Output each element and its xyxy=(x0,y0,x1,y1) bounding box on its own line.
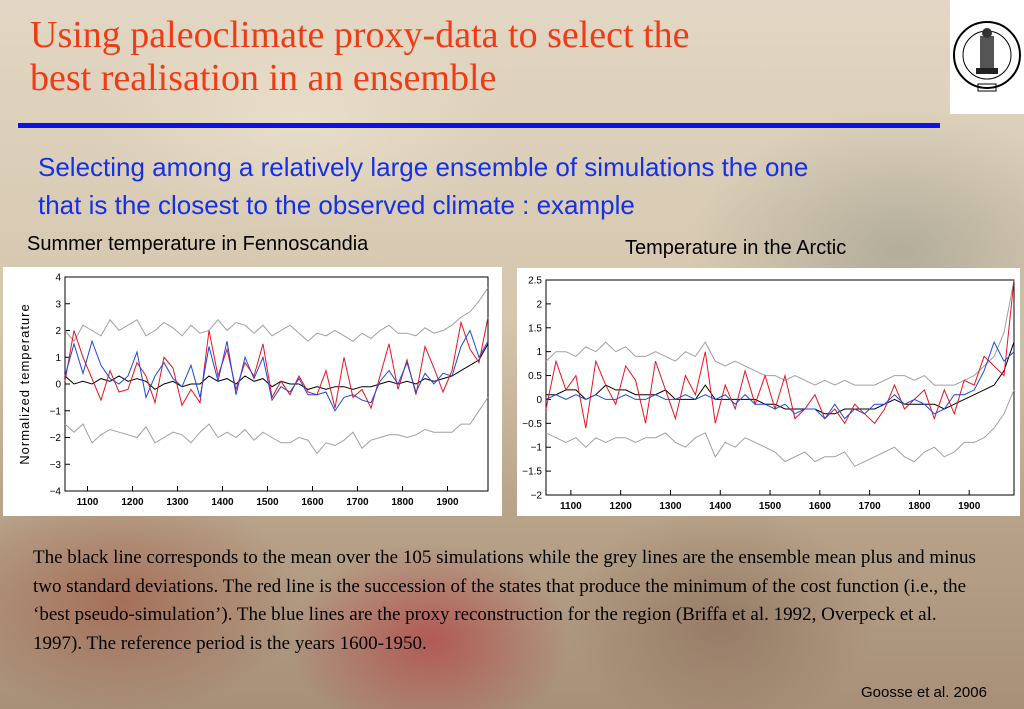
x-tick-label: 1700 xyxy=(858,501,881,512)
x-tick-label: 1600 xyxy=(301,497,324,508)
x-tick-label: 1400 xyxy=(211,497,234,508)
series-line-4 xyxy=(545,340,1015,420)
y-tick-label: −3 xyxy=(50,460,62,471)
x-tick-label: 1100 xyxy=(77,497,99,508)
university-seal-logo xyxy=(950,0,1024,114)
y-tick-label: −2 xyxy=(50,433,62,444)
x-tick-label: 1800 xyxy=(391,497,414,508)
y-tick-label: −1 xyxy=(531,443,543,454)
series-line-3 xyxy=(64,317,489,410)
series-line-0 xyxy=(64,343,489,391)
y-tick-label: −1 xyxy=(50,406,62,417)
chart-title-fennoscandia: Summer temperature in Fennoscandia xyxy=(27,233,369,255)
title-line-1: Using paleoclimate proxy-data to select … xyxy=(30,14,690,56)
y-tick-label: 0 xyxy=(55,380,61,391)
chart-arctic: −2 −1.5 −1 −0.5 0 0.5 1 1.5 2 2.5 1100 1200 1300 1400… xyxy=(522,276,1015,512)
y-tick-label: −0.5 xyxy=(522,419,542,430)
y-tick-label: −1.5 xyxy=(522,467,542,478)
series-line-4 xyxy=(64,329,489,412)
y-tick-label: −4 xyxy=(50,487,62,498)
x-tick-label: 1500 xyxy=(256,497,279,508)
y-tick-label: 0.5 xyxy=(528,371,542,382)
y-tick-label: −2 xyxy=(531,491,543,502)
x-tick-label: 1500 xyxy=(759,501,782,512)
subtitle-line-1: Selecting among a relatively large ensem… xyxy=(38,152,809,182)
x-tick-label: 1900 xyxy=(436,497,459,508)
y-tick-label: 4 xyxy=(55,273,61,284)
y-tick-label: 1.5 xyxy=(528,323,542,334)
y-tick-label: 1 xyxy=(536,347,542,358)
citation: Goosse et al. 2006 xyxy=(861,684,987,701)
x-tick-label: 1700 xyxy=(346,497,369,508)
y-tick-label: 0 xyxy=(536,395,542,406)
figure-caption: The black line corresponds to the mean o… xyxy=(33,547,976,654)
chart-fennoscandia: −4 −3 −2 −1 0 1 2 3 4 1100 1200 1300 1400 1500 1600 170… xyxy=(17,273,489,508)
x-tick-label: 1900 xyxy=(958,501,981,512)
y-tick-label: 3 xyxy=(55,299,61,310)
y-axis-label: Normalized temperature xyxy=(17,303,32,464)
y-tick-label: 2 xyxy=(55,326,61,337)
x-tick-label: 1800 xyxy=(908,501,931,512)
seal-icon xyxy=(953,21,1021,92)
series-line-1 xyxy=(545,279,1015,386)
x-tick-label: 1100 xyxy=(560,501,582,512)
x-tick-label: 1300 xyxy=(659,501,682,512)
title-divider xyxy=(18,123,940,128)
chart-panel-arctic: −2 −1.5 −1 −0.5 0 0.5 1 1.5 2 2.5 1100 1200 1300 1400… xyxy=(517,268,1020,516)
slide-title: Using paleoclimate proxy-data to select … xyxy=(30,14,910,100)
x-tick-label: 1400 xyxy=(709,501,732,512)
series-line-3 xyxy=(545,279,1015,429)
y-tick-label: 2 xyxy=(536,299,542,310)
y-tick-label: 1 xyxy=(55,353,61,364)
x-tick-label: 1200 xyxy=(610,501,633,512)
title-line-2: best realisation in an ensemble xyxy=(30,57,497,99)
subtitle-line-2: that is the closest to the observed clim… xyxy=(38,190,635,220)
x-tick-label: 1300 xyxy=(166,497,189,508)
series-line-1 xyxy=(64,287,489,343)
plot-frame xyxy=(545,279,1015,496)
y-tick-label: 2.5 xyxy=(528,276,542,287)
series-line-2 xyxy=(64,397,489,455)
series-line-2 xyxy=(545,389,1015,467)
subtitle: Selecting among a relatively large ensem… xyxy=(38,148,998,224)
chart-panel-fennoscandia: −4 −3 −2 −1 0 1 2 3 4 1100 1200 1300 1400 1500 1600 170… xyxy=(3,267,502,516)
x-tick-label: 1600 xyxy=(809,501,832,512)
x-tick-label: 1200 xyxy=(121,497,144,508)
chart-title-arctic: Temperature in the Arctic xyxy=(625,237,847,259)
